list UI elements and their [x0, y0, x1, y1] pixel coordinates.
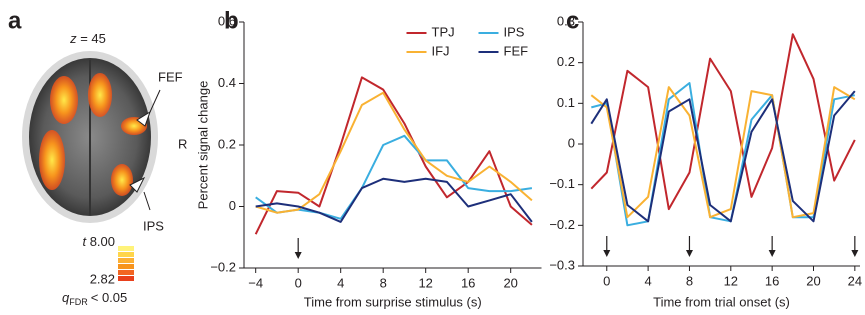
region-label: FEF — [158, 69, 183, 84]
y-tick-label: −0.1 — [549, 176, 575, 191]
threshold-value: < 0.05 — [91, 290, 128, 305]
colorbar-step — [118, 252, 134, 257]
series-line — [591, 87, 855, 217]
y-tick-label: 0.4 — [218, 75, 236, 90]
x-tick-label: 16 — [765, 273, 779, 288]
activation — [111, 164, 133, 196]
x-tick-label: 24 — [848, 273, 862, 288]
slice-var: z — [69, 31, 77, 46]
x-tick-label: 20 — [806, 273, 820, 288]
colorbar-step — [118, 264, 134, 269]
x-tick-label: 0 — [603, 273, 610, 288]
activation — [39, 130, 65, 190]
x-tick-label: 8 — [686, 273, 693, 288]
y-axis-label: Percent signal change — [195, 81, 210, 210]
slice-label: z = 45 — [69, 31, 106, 46]
x-axis-label: Time from surprise stimulus (s) — [304, 294, 482, 309]
y-tick-label: 0 — [229, 198, 236, 213]
x-tick-label: 16 — [461, 275, 475, 290]
colorbar-step — [118, 258, 134, 263]
colorbar-min: 2.82 — [90, 271, 115, 286]
series-line — [591, 34, 855, 209]
y-tick-label: 0.3 — [557, 13, 575, 28]
y-tick-label: −0.2 — [210, 259, 236, 274]
activation — [50, 76, 78, 124]
x-tick-label: 4 — [337, 275, 344, 290]
legend-label: TPJ — [432, 24, 455, 39]
max-value: 8.00 — [90, 234, 115, 249]
colorbar-step — [118, 246, 134, 251]
figure: a z = 45 FEF R IPS t 8.00 2.82 qFDR< 0.0… — [0, 0, 865, 315]
event-arrowhead — [686, 250, 693, 257]
colorbar — [118, 246, 134, 281]
threshold: qFDR< 0.05 — [62, 290, 127, 307]
event-arrowhead — [295, 252, 302, 259]
q-subscript: FDR — [69, 297, 88, 307]
y-tick-label: −0.2 — [549, 217, 575, 232]
y-tick-label: 0 — [568, 135, 575, 150]
region-label: IPS — [143, 218, 164, 233]
event-arrowhead — [851, 250, 858, 257]
legend-label: FEF — [504, 43, 529, 58]
x-tick-label: 12 — [418, 275, 432, 290]
x-tick-label: 12 — [724, 273, 738, 288]
event-arrowhead — [769, 250, 776, 257]
stat-symbol: t — [82, 234, 87, 249]
y-tick-label: 0.6 — [218, 13, 236, 28]
x-tick-label: 8 — [380, 275, 387, 290]
x-tick-label: 20 — [503, 275, 517, 290]
y-tick-label: 0.2 — [218, 136, 236, 151]
event-arrowhead — [603, 250, 610, 257]
colorbar-step — [118, 276, 134, 281]
x-tick-label: 0 — [295, 275, 302, 290]
x-axis-label: Time from trial onset (s) — [653, 294, 790, 309]
y-tick-label: 0.2 — [557, 54, 575, 69]
legend-label: IPS — [504, 24, 525, 39]
y-tick-label: −0.3 — [549, 257, 575, 272]
legend-label: IFJ — [432, 43, 450, 58]
activation — [88, 73, 112, 117]
x-tick-label: −4 — [248, 275, 263, 290]
x-tick-label: 4 — [644, 273, 651, 288]
pointer-line — [144, 192, 150, 210]
brain-panel: a z = 45 FEF R IPS t 8.00 2.82 qFDR< 0.0… — [8, 7, 187, 307]
region-label: R — [178, 136, 187, 151]
colorbar-max: t 8.00 — [82, 234, 115, 249]
colorbar-step — [118, 270, 134, 275]
series-line — [256, 179, 532, 222]
y-tick-label: 0.1 — [557, 95, 575, 110]
slice-value: = 45 — [80, 31, 106, 46]
panel-label: a — [8, 7, 22, 34]
